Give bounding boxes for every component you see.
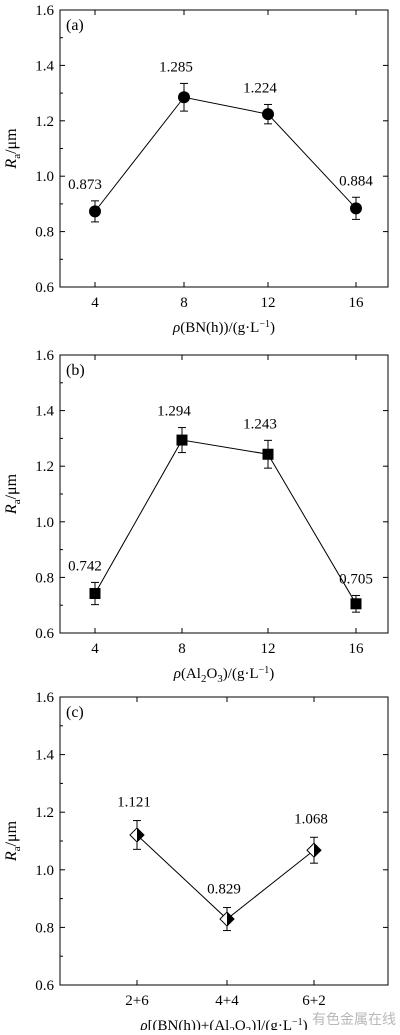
x-axis-title-part: ) — [269, 666, 274, 682]
x-tick-label: 8 — [180, 295, 188, 311]
data-point — [89, 205, 101, 218]
x-tick-label: 8 — [178, 641, 186, 657]
chart-panel-a: 0.6 0.8 1.0 1.2 1.4 1.6 4 8 12 16 (a) Ra/μm ρ(BN(h))… — [3, 3, 389, 336]
y-axis-title: Ra/μm — [3, 128, 23, 170]
y-tick-label: 1.6 — [35, 690, 54, 706]
y-tick-label: 1.4 — [35, 748, 54, 764]
data-label: 0.705 — [339, 571, 373, 587]
data-label: 1.285 — [159, 59, 193, 75]
x-axis-title-part: ) — [303, 1018, 308, 1030]
data-point — [89, 588, 101, 600]
x-tick-label: 16 — [349, 295, 365, 311]
y-axis-title-unit: /μm — [3, 128, 20, 154]
x-axis-title-part: [(BN(h))+(Al — [148, 1018, 230, 1030]
x-tick-label: 4 — [91, 295, 99, 311]
y-tick-label: 1.2 — [35, 114, 54, 130]
y-axis-title-symbol: R — [3, 504, 20, 515]
x-tick-label: 4+4 — [215, 993, 239, 1009]
x-axis-title-part: O — [235, 1018, 246, 1030]
series-line — [94, 439, 357, 605]
y-tick-label: 0.8 — [35, 225, 54, 241]
chart-panel-b: 0.6 0.8 1.0 1.2 1.4 1.6 4 8 12 16 (b) Ra/μm ρ(Al2O3)… — [3, 348, 389, 685]
y-axis-title-unit: /μm — [3, 473, 20, 499]
x-tick-label: 2+6 — [125, 993, 149, 1009]
series-line — [136, 834, 315, 920]
y-axis-title-unit: /μm — [3, 820, 20, 846]
watermark: 有色金属在线 — [312, 1011, 396, 1028]
x-axis-title-part: (Al — [181, 666, 201, 682]
y-axis-title-subscript: a — [11, 499, 23, 504]
x-tick-label: 4 — [91, 641, 99, 657]
data-point — [176, 434, 188, 446]
x-axis-title: ρ(BN(h))/(g·L−1) — [172, 319, 275, 336]
plot-frame — [59, 696, 389, 986]
chart-panel-c: 0.6 0.8 1.0 1.2 1.4 1.6 2+6 4+4 6+2 (c) Ra/μm ρ[(BN… — [3, 690, 389, 1035]
y-tick-label: 1.0 — [35, 169, 54, 185]
x-axis-title-part: (BN(h))/(g·L — [180, 320, 259, 336]
x-axis-title-part: )]/(g·L — [251, 1018, 292, 1030]
x-axis-title-part: ρ — [172, 320, 180, 336]
x-axis-title-part: ρ — [139, 1018, 147, 1030]
x-axis-title-part: O — [206, 666, 217, 682]
plot-frame — [59, 9, 389, 288]
x-axis-title-part: ) — [270, 320, 275, 336]
x-axis-title-part: ρ — [173, 666, 181, 682]
y-tick-label: 1.2 — [35, 459, 54, 475]
x-axis-title: ρ(Al2O3)/(g·L−1) — [173, 665, 275, 685]
data-label: 0.884 — [339, 173, 373, 189]
x-tick-label: 6+2 — [302, 993, 325, 1009]
data-point-half-fill — [314, 843, 321, 858]
data-label: 0.742 — [68, 558, 102, 574]
panel-label: (c) — [66, 704, 84, 721]
x-axis-title-part: 3 — [217, 673, 223, 685]
y-tick-label: 0.8 — [35, 570, 54, 586]
y-tick-label: 1.6 — [35, 3, 54, 19]
y-tick-label: 0.6 — [35, 626, 54, 642]
y-tick-label: 1.0 — [35, 515, 54, 531]
y-tick-label: 0.6 — [35, 978, 54, 994]
x-axis-title-part: )/(g·L — [223, 666, 259, 682]
y-tick-label: 1.2 — [35, 805, 54, 821]
x-axis-title-part: −1 — [259, 665, 270, 676]
x-tick-label: 12 — [261, 295, 276, 311]
data-point-half-fill — [227, 912, 234, 927]
data-label: 1.121 — [117, 795, 151, 811]
data-label: 1.224 — [243, 80, 277, 96]
y-axis-title-subscript: a — [11, 154, 23, 159]
data-label: 0.873 — [68, 177, 102, 193]
y-tick-label: 0.8 — [35, 920, 54, 936]
plot-frame — [59, 354, 389, 634]
y-tick-label: 1.4 — [35, 58, 54, 74]
data-point — [350, 202, 362, 215]
x-axis-title: ρ[(BN(h))+(Al2O3)]/(g·L−1) — [139, 1017, 307, 1030]
x-axis-title-part: −1 — [292, 1017, 303, 1028]
data-point — [178, 91, 190, 104]
y-tick-label: 1.6 — [35, 348, 54, 364]
x-tick-label: 12 — [261, 641, 276, 657]
x-tick-label: 16 — [349, 641, 365, 657]
y-axis-title-symbol: R — [3, 159, 20, 170]
data-label: 1.294 — [157, 404, 191, 420]
data-point — [262, 448, 274, 460]
data-label: 1.068 — [294, 811, 328, 827]
y-axis-title-symbol: R — [3, 851, 20, 862]
y-axis-title-subscript: a — [11, 846, 23, 851]
panel-label: (b) — [66, 362, 85, 379]
y-axis-title: Ra/μm — [3, 473, 23, 515]
x-axis-title-part: −1 — [259, 319, 270, 330]
y-axis-title: Ra/μm — [3, 820, 23, 862]
panel-label: (a) — [66, 17, 84, 34]
data-point-half-fill — [137, 827, 144, 842]
y-tick-label: 1.0 — [35, 863, 54, 879]
y-tick-label: 1.4 — [35, 404, 54, 420]
data-point — [350, 598, 362, 610]
data-point — [262, 108, 274, 121]
data-label: 1.243 — [243, 416, 277, 432]
y-tick-label: 0.6 — [35, 280, 54, 296]
series-line — [94, 96, 357, 212]
x-axis-title-part: 2 — [201, 673, 207, 685]
data-label: 0.829 — [207, 882, 241, 898]
